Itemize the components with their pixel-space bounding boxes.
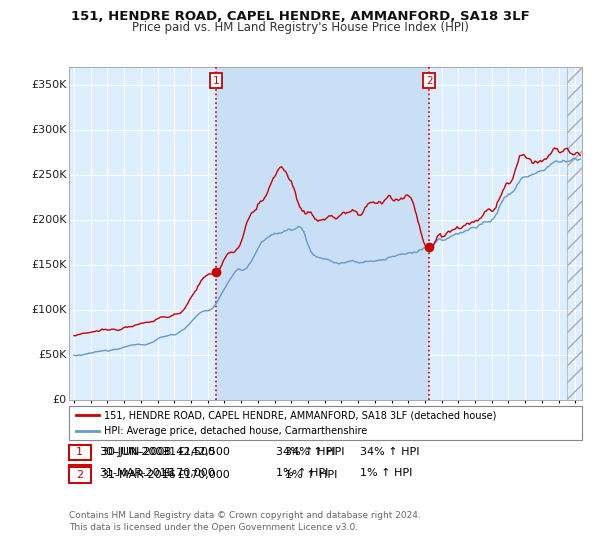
Text: £170,000: £170,000 xyxy=(162,468,215,478)
Text: 1% ↑ HPI: 1% ↑ HPI xyxy=(360,468,412,478)
Bar xyxy=(567,67,582,400)
Text: 151, HENDRE ROAD, CAPEL HENDRE, AMMANFORD, SA18 3LF (detached house): 151, HENDRE ROAD, CAPEL HENDRE, AMMANFOR… xyxy=(104,410,496,420)
Text: £142,500: £142,500 xyxy=(177,447,230,458)
Text: 1% ↑ HPI: 1% ↑ HPI xyxy=(276,468,328,478)
Text: Contains HM Land Registry data © Crown copyright and database right 2024.
This d: Contains HM Land Registry data © Crown c… xyxy=(69,511,421,531)
Text: 31-MAR-2016: 31-MAR-2016 xyxy=(101,470,176,480)
Text: 31-MAR-2016: 31-MAR-2016 xyxy=(100,468,174,478)
Bar xyxy=(216,67,429,400)
Text: £200K: £200K xyxy=(31,215,67,225)
Text: 1: 1 xyxy=(76,447,83,458)
Text: 34% ↑ HPI: 34% ↑ HPI xyxy=(276,447,335,458)
Text: £300K: £300K xyxy=(31,125,67,135)
Text: 1: 1 xyxy=(76,447,83,458)
Text: 1% ↑ HPI: 1% ↑ HPI xyxy=(285,470,337,480)
Text: £50K: £50K xyxy=(38,351,67,361)
Text: £142,500: £142,500 xyxy=(162,447,215,458)
Bar xyxy=(567,67,582,400)
Text: Price paid vs. HM Land Registry's House Price Index (HPI): Price paid vs. HM Land Registry's House … xyxy=(131,21,469,34)
Text: HPI: Average price, detached house, Carmarthenshire: HPI: Average price, detached house, Carm… xyxy=(104,426,367,436)
Text: 34% ↑ HPI: 34% ↑ HPI xyxy=(360,447,419,458)
Text: £150K: £150K xyxy=(31,260,67,270)
Text: £0: £0 xyxy=(52,395,67,405)
Text: 30-JUN-2003: 30-JUN-2003 xyxy=(101,447,172,458)
Text: £250K: £250K xyxy=(31,170,67,180)
Text: 151, HENDRE ROAD, CAPEL HENDRE, AMMANFORD, SA18 3LF: 151, HENDRE ROAD, CAPEL HENDRE, AMMANFOR… xyxy=(71,10,529,23)
Text: £350K: £350K xyxy=(31,80,67,90)
Text: 2: 2 xyxy=(76,468,83,478)
Text: £100K: £100K xyxy=(31,305,67,315)
Text: £170,000: £170,000 xyxy=(177,470,230,480)
Text: 2: 2 xyxy=(426,76,433,86)
Text: 34% ↑ HPI: 34% ↑ HPI xyxy=(285,447,344,458)
Text: 1: 1 xyxy=(213,76,220,86)
Text: 2: 2 xyxy=(76,470,83,480)
Text: 30-JUN-2003: 30-JUN-2003 xyxy=(100,447,170,458)
